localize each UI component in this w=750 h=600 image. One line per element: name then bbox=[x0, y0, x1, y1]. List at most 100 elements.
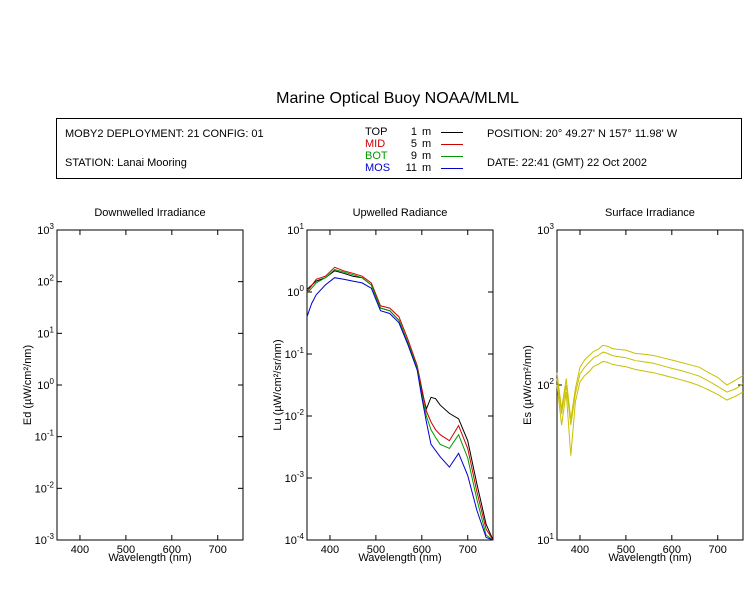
y-tick-mantissa: 10 bbox=[35, 535, 47, 547]
legend-line bbox=[441, 144, 463, 145]
series-line-es-2 bbox=[556, 351, 744, 426]
y-tick-label: 10-4 bbox=[285, 532, 305, 547]
y-tick-exponent: 2 bbox=[550, 377, 555, 386]
x-axis-label: Wavelength (nm) bbox=[608, 552, 691, 564]
legend-item-top: TOP 1 m bbox=[365, 126, 465, 138]
legend-item-mid: MID 5 m bbox=[365, 138, 465, 150]
y-tick-label: 10-3 bbox=[35, 532, 55, 547]
x-tick-label: 700 bbox=[709, 544, 727, 556]
x-tick-label: 600 bbox=[163, 544, 181, 556]
legend-depth: 9 bbox=[410, 150, 417, 162]
legend-depth: 1 bbox=[410, 126, 417, 138]
y-tick-label: 100 bbox=[287, 284, 304, 299]
legend-name: BOT bbox=[365, 150, 388, 162]
x-tick-label: 500 bbox=[117, 544, 135, 556]
series-line-bot bbox=[306, 269, 494, 541]
chart-3: Surface Irradiance 400 500 600 700 Wavelength… bbox=[522, 207, 744, 564]
series-line-top bbox=[306, 270, 494, 541]
y-tick-label: 102 bbox=[37, 274, 54, 289]
station-text: STATION: Lanai Mooring bbox=[65, 157, 187, 169]
legend-name: TOP bbox=[365, 126, 388, 138]
y-tick-mantissa: 10 bbox=[285, 349, 297, 361]
chart-1: Downwelled Irradiance 400 500 600 700 Wavelen… bbox=[22, 207, 244, 564]
chart-title: Downwelled Irradiance bbox=[94, 207, 205, 219]
y-tick-exponent: 3 bbox=[550, 222, 555, 231]
y-axis-label: Lu (µW/cm²/sr/nm) bbox=[272, 339, 284, 430]
y-tick-label: 10-2 bbox=[35, 480, 55, 495]
y-tick-exponent: 1 bbox=[550, 532, 555, 541]
y-tick-label: 103 bbox=[37, 222, 54, 237]
y-tick-exponent: -1 bbox=[297, 346, 305, 355]
x-tick-label: 500 bbox=[617, 544, 635, 556]
y-tick-label: 10-3 bbox=[285, 470, 305, 485]
y-tick-exponent: -1 bbox=[47, 429, 55, 438]
y-tick-mantissa: 10 bbox=[35, 432, 47, 444]
y-tick-mantissa: 10 bbox=[537, 535, 549, 547]
legend-unit: m bbox=[422, 150, 432, 162]
y-tick-mantissa: 10 bbox=[37, 277, 49, 289]
y-tick-mantissa: 10 bbox=[287, 225, 299, 237]
y-tick-exponent: 3 bbox=[50, 222, 55, 231]
y-tick-mantissa: 10 bbox=[37, 380, 49, 392]
y-tick-exponent: 0 bbox=[50, 377, 55, 386]
y-tick-label: 101 bbox=[287, 222, 304, 237]
y-tick-label: 102 bbox=[537, 377, 554, 392]
y-tick-mantissa: 10 bbox=[537, 380, 549, 392]
y-tick-exponent: 1 bbox=[50, 325, 55, 334]
deployment-text: MOBY2 DEPLOYMENT: 21 CONFIG: 01 bbox=[65, 128, 264, 140]
y-tick-exponent: -4 bbox=[297, 532, 305, 541]
chart-2: Upwelled Radiance 400 500 600 700 Wavelength … bbox=[272, 207, 494, 564]
x-tick-label: 600 bbox=[663, 544, 681, 556]
x-tick-label: 600 bbox=[413, 544, 431, 556]
legend-item-mos: MOS 11 m bbox=[365, 162, 465, 174]
y-tick-exponent: -2 bbox=[47, 480, 55, 489]
x-tick-label: 500 bbox=[367, 544, 385, 556]
series-line-mos bbox=[306, 277, 494, 541]
series-line-mid bbox=[306, 266, 494, 541]
legend-line bbox=[441, 168, 463, 169]
page-title: Marine Optical Buoy NOAA/MLML bbox=[276, 90, 519, 107]
x-axis-label: Wavelength (nm) bbox=[108, 552, 191, 564]
x-axis-label: Wavelength (nm) bbox=[358, 552, 441, 564]
y-tick-mantissa: 10 bbox=[285, 411, 297, 423]
y-tick-mantissa: 10 bbox=[35, 483, 47, 495]
x-tick-label: 400 bbox=[571, 544, 589, 556]
y-tick-label: 10-1 bbox=[35, 429, 55, 444]
legend-line bbox=[441, 132, 463, 133]
y-tick-mantissa: 10 bbox=[285, 473, 297, 485]
y-axis-label: Ed (µW/cm²/nm) bbox=[22, 345, 34, 425]
x-tick-label: 400 bbox=[71, 544, 89, 556]
chart-title: Surface Irradiance bbox=[605, 207, 695, 219]
series-line-es-1 bbox=[556, 344, 744, 420]
series-line-es-3 bbox=[556, 360, 744, 456]
y-tick-mantissa: 10 bbox=[537, 225, 549, 237]
legend-item-bot: BOT 9 m bbox=[365, 150, 465, 162]
y-axis-label: Es (µW/cm²/nm) bbox=[522, 345, 534, 425]
legend-name: MID bbox=[365, 138, 386, 150]
position-text: POSITION: 20° 49.27' N 157° 11.98' W bbox=[487, 128, 678, 140]
plot-frame bbox=[306, 229, 494, 541]
y-tick-exponent: 2 bbox=[50, 274, 55, 283]
y-tick-label: 101 bbox=[537, 532, 554, 547]
y-tick-label: 103 bbox=[537, 222, 554, 237]
legend-unit: m bbox=[422, 126, 432, 138]
y-tick-mantissa: 10 bbox=[37, 225, 49, 237]
y-tick-mantissa: 10 bbox=[37, 328, 49, 340]
x-tick-label: 700 bbox=[459, 544, 477, 556]
y-tick-mantissa: 10 bbox=[287, 287, 299, 299]
y-tick-label: 100 bbox=[37, 377, 54, 392]
x-tick-label: 400 bbox=[321, 544, 339, 556]
y-tick-exponent: -3 bbox=[297, 470, 305, 479]
x-tick-label: 700 bbox=[209, 544, 227, 556]
info-box: MOBY2 DEPLOYMENT: 21 CONFIG: 01 STATION:… bbox=[56, 118, 742, 179]
y-tick-label: 10-1 bbox=[285, 346, 305, 361]
legend-name: MOS bbox=[365, 162, 391, 174]
chart-title: Upwelled Radiance bbox=[353, 207, 448, 219]
y-tick-exponent: 0 bbox=[300, 284, 305, 293]
legend-depth: 11 bbox=[405, 162, 417, 174]
y-tick-exponent: 1 bbox=[300, 222, 305, 231]
legend-unit: m bbox=[422, 162, 432, 174]
y-tick-exponent: -3 bbox=[47, 532, 55, 541]
y-tick-exponent: -2 bbox=[297, 408, 305, 417]
